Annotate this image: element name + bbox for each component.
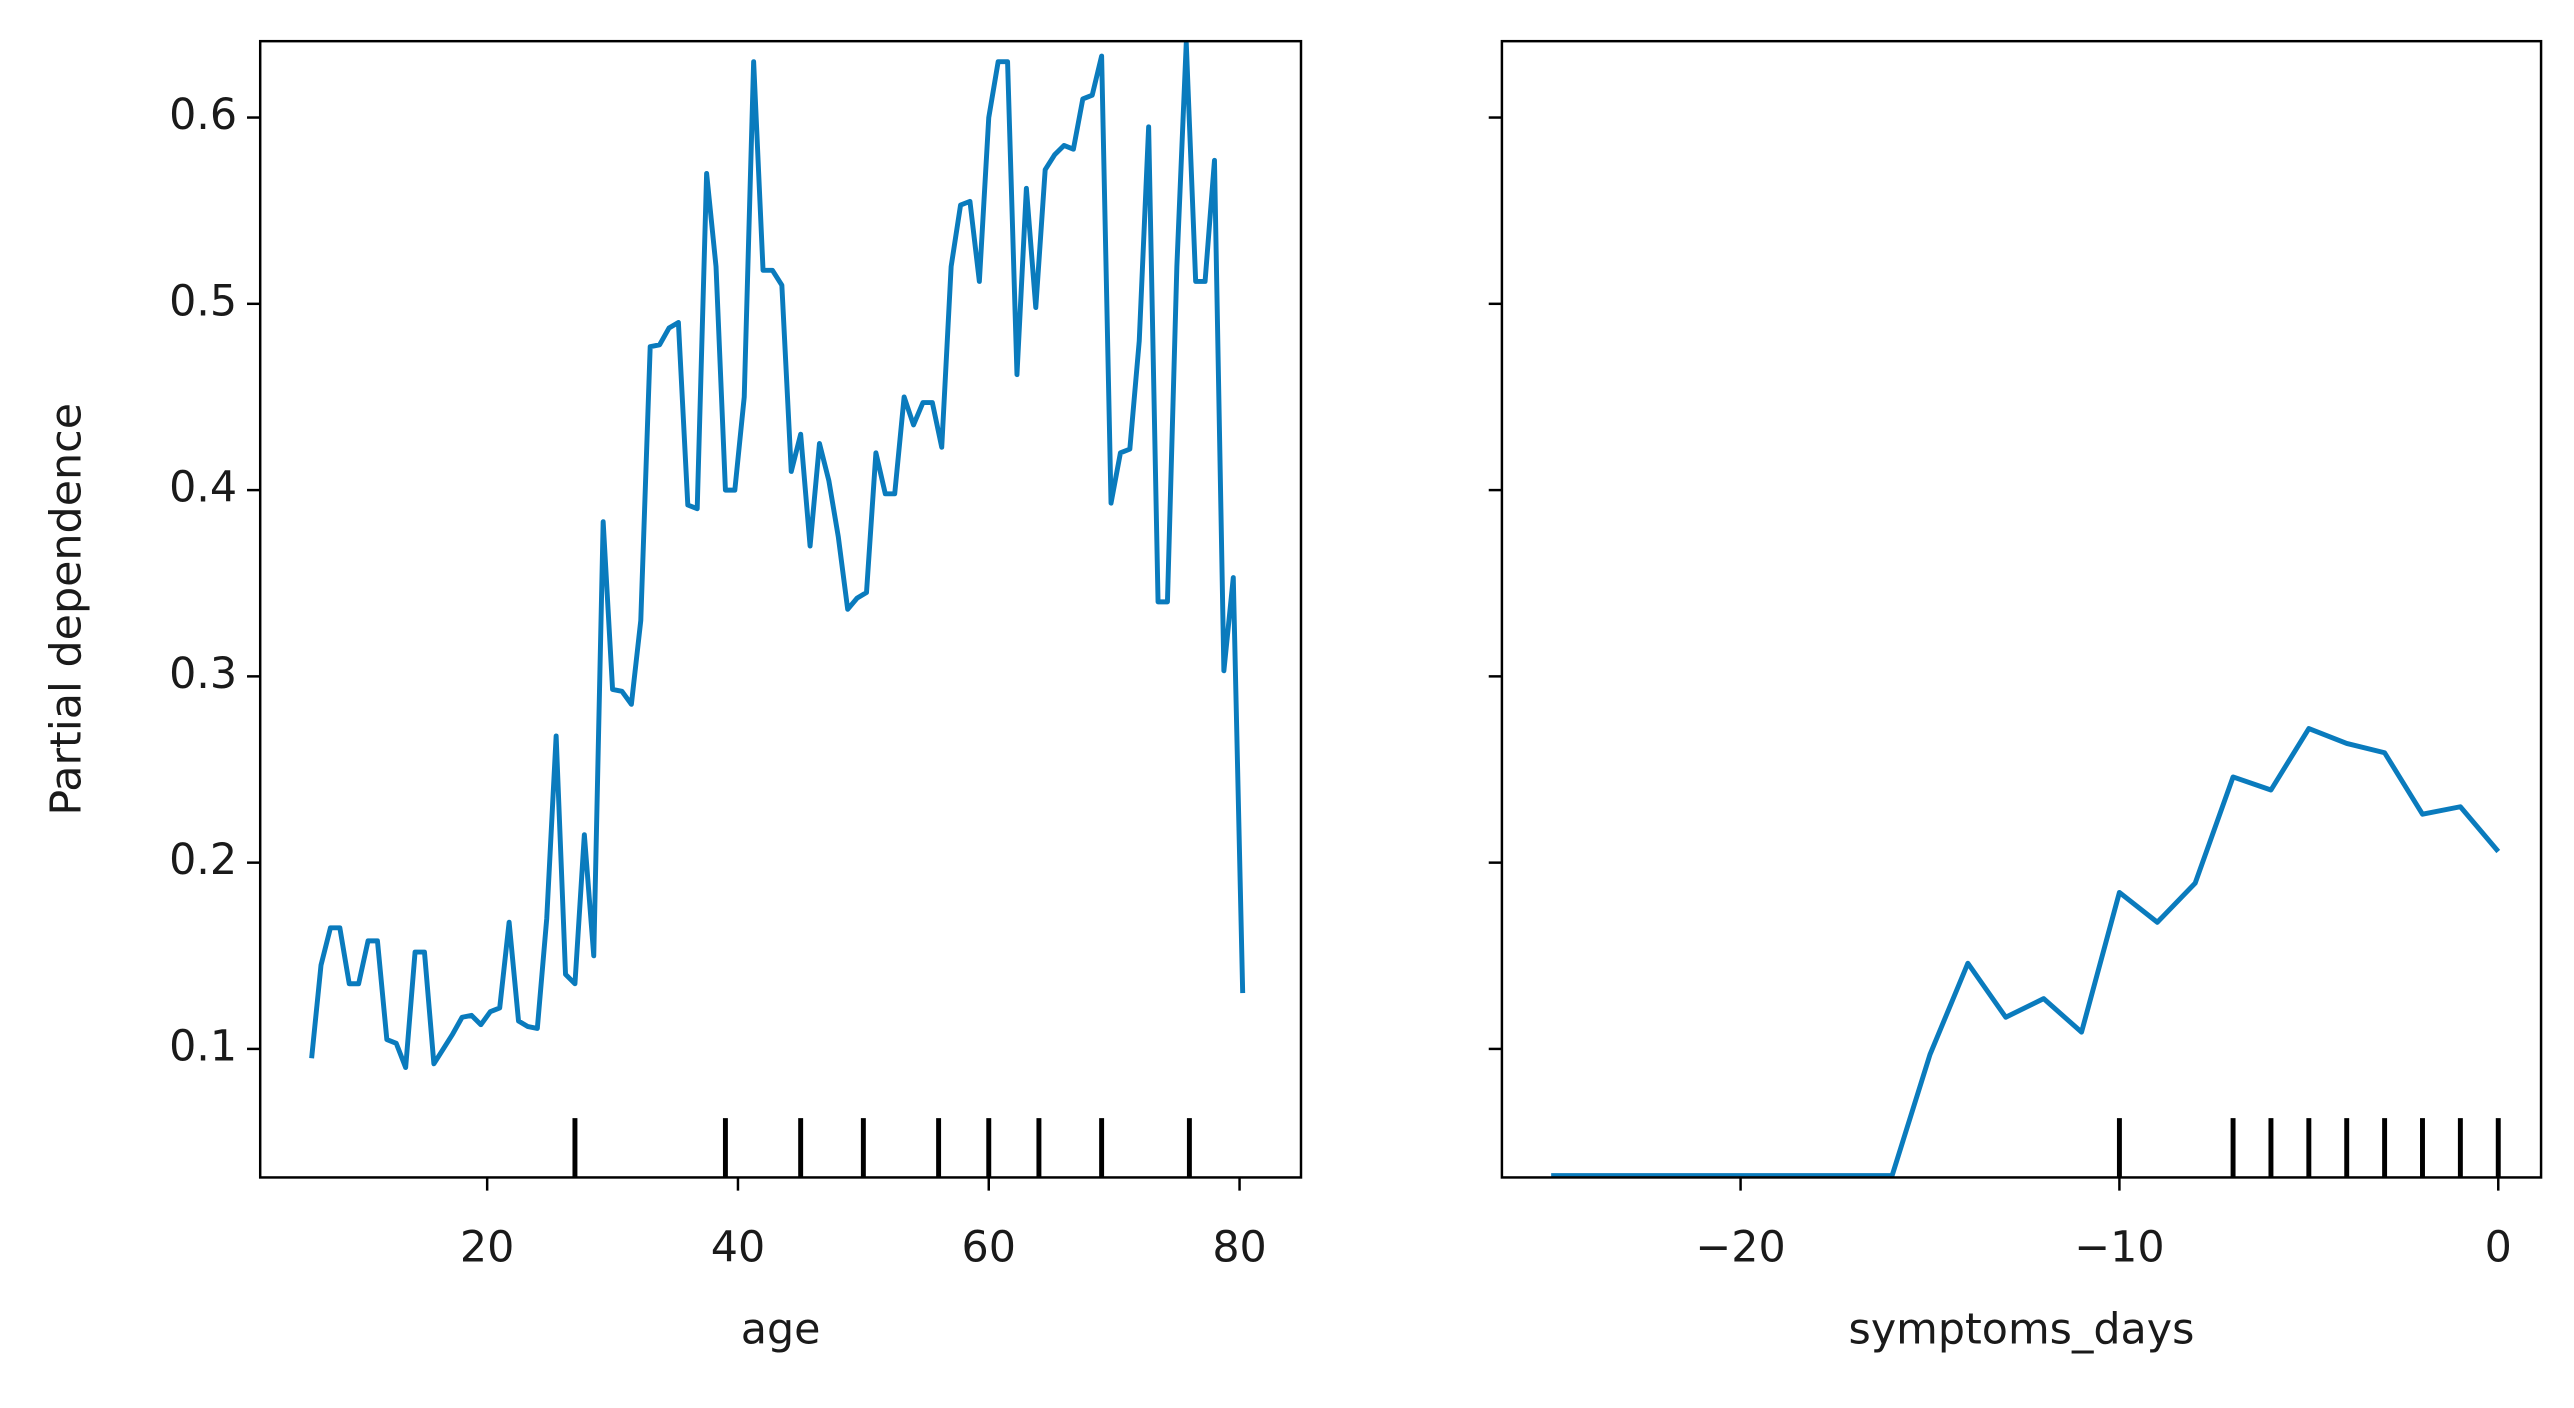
x-tick-label: −20	[1695, 1222, 1785, 1272]
x-axis-label: age	[741, 1305, 821, 1355]
y-tick-label: 0.6	[169, 90, 237, 140]
pd-line	[1551, 726, 2501, 1178]
x-tick-label: −10	[2074, 1222, 2164, 1272]
x-tick-label: 0	[2485, 1222, 2512, 1272]
subplot: 0.1 0.2 0.3 0.4 0.5 0.6 20 40 60 80 age Partial dep…	[42, 39, 1303, 1355]
y-axis-label: Partial dependence	[42, 403, 92, 816]
y-tick-label: 0.3	[169, 649, 237, 699]
x-tick-label: 60	[962, 1222, 1016, 1272]
x-tick-label: 20	[460, 1222, 514, 1272]
x-axis-label: symptoms_days	[1849, 1305, 2195, 1355]
y-tick-label: 0.1	[169, 1021, 237, 1071]
y-tick-label: 0.4	[169, 463, 237, 513]
axes-frame	[1500, 39, 2543, 1179]
subplot: −20 −10 0 symptoms_days	[1488, 39, 2543, 1355]
x-tick-label: 80	[1212, 1222, 1266, 1272]
y-tick-label: 0.5	[169, 276, 237, 326]
x-tick-label: 40	[711, 1222, 765, 1272]
y-tick-label: 0.2	[169, 835, 237, 885]
pd-line	[309, 41, 1246, 1071]
axes-frame	[258, 39, 1303, 1179]
